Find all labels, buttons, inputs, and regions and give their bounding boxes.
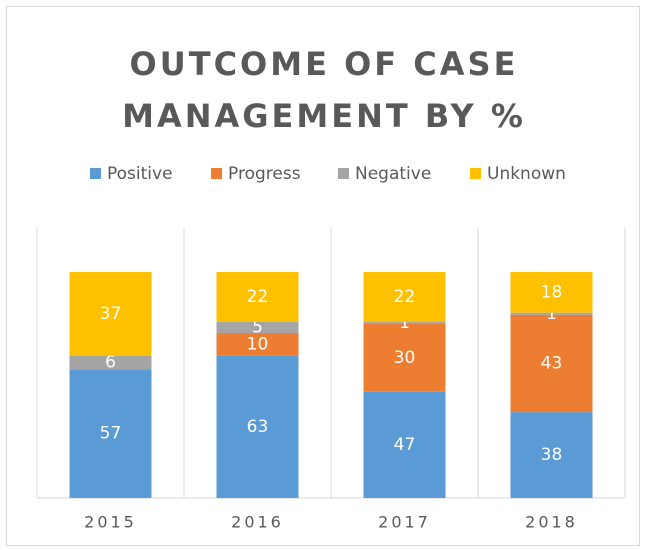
x-tick-label: 2018 (525, 513, 578, 532)
legend-swatch (470, 168, 481, 179)
bar-segment (216, 355, 299, 498)
legend-label: Positive (107, 164, 173, 184)
chart-border (6, 6, 640, 546)
bar-segment (69, 272, 152, 356)
bar-segment (510, 412, 593, 498)
bar-segment (216, 333, 299, 356)
bar-segment (510, 272, 593, 313)
legend-swatch (90, 168, 101, 179)
data-label: 22 (247, 287, 269, 307)
title-box: OUTCOME OF CASE MANAGEMENT BY % (0, 38, 648, 142)
x-tick-label: 2017 (378, 513, 431, 532)
legend-label: Progress (228, 164, 301, 184)
data-label: 6 (105, 352, 116, 372)
data-label: 5 (252, 317, 263, 337)
data-label: 43 (541, 354, 563, 374)
bar-segment (363, 391, 446, 498)
chart-title: OUTCOME OF CASE MANAGEMENT BY % (122, 45, 526, 135)
x-tick-label: 2016 (231, 513, 284, 532)
legend-label: Unknown (487, 164, 566, 184)
bar-segment (69, 355, 152, 370)
bar-segment (510, 312, 593, 315)
bar-segment (363, 321, 446, 324)
legend-swatch (338, 168, 349, 179)
data-label: 22 (394, 287, 416, 307)
data-label: 18 (541, 282, 563, 302)
data-label: 63 (247, 417, 269, 437)
legend-label: Negative (355, 164, 431, 184)
data-label: 10 (247, 334, 269, 354)
bar-segment (363, 272, 446, 322)
data-label: 57 (100, 424, 122, 444)
data-label: 30 (394, 348, 416, 368)
data-label: 1 (546, 304, 557, 324)
legend-swatch (211, 168, 222, 179)
bar-segment (510, 314, 593, 413)
data-label: 1 (399, 313, 410, 333)
data-label: 47 (394, 435, 416, 455)
data-label: 37 (100, 304, 122, 324)
bar-segment (216, 272, 299, 322)
bar-segment (216, 321, 299, 334)
x-tick-label: 2015 (84, 513, 137, 532)
data-label: 38 (541, 445, 563, 465)
bar-segment (69, 369, 152, 498)
bar-segment (363, 323, 446, 392)
